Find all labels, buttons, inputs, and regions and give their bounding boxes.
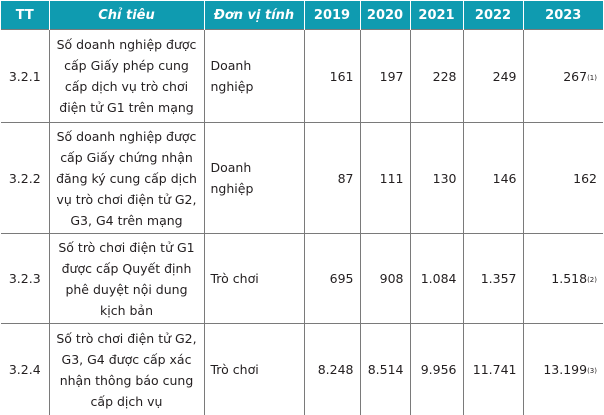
cell-2021: 130 — [410, 123, 463, 234]
value-2023: 267 — [563, 69, 587, 84]
header-row: TT Chỉ tiêu Đơn vị tính 2019 2020 2021 2… — [1, 1, 603, 30]
table-row: 3.2.1 Số doanh nghiệp được cấp Giấy phép… — [1, 30, 603, 123]
cell-2021: 228 — [410, 30, 463, 123]
cell-2023: 13.199(3) — [523, 324, 603, 415]
row-indicator: Số trò chơi điện tử G2, G3, G4 được cấp … — [49, 324, 204, 415]
cell-2020: 908 — [360, 234, 410, 324]
row-tt: 3.2.1 — [1, 30, 49, 123]
table-row: 3.2.2 Số doanh nghiệp được cấp Giấy chứn… — [1, 123, 603, 234]
header-unit: Đơn vị tính — [204, 1, 304, 30]
cell-2022: 249 — [463, 30, 523, 123]
header-year-2020: 2020 — [360, 1, 410, 30]
row-unit: Doanh nghiệp — [204, 123, 304, 234]
cell-2020: 8.514 — [360, 324, 410, 415]
cell-2023: 267(1) — [523, 30, 603, 123]
cell-2023: 1.518(2) — [523, 234, 603, 324]
cell-2021: 1.084 — [410, 234, 463, 324]
cell-2020: 197 — [360, 30, 410, 123]
cell-2022: 146 — [463, 123, 523, 234]
cell-2019: 87 — [304, 123, 360, 234]
cell-2023: 162 — [523, 123, 603, 234]
value-2023: 1.518 — [551, 271, 587, 286]
row-unit: Trò chơi — [204, 324, 304, 415]
row-indicator: Số trò chơi điện tử G1 được cấp Quyết đị… — [49, 234, 204, 324]
header-year-2019: 2019 — [304, 1, 360, 30]
header-tt: TT — [1, 1, 49, 30]
row-tt: 3.2.2 — [1, 123, 49, 234]
row-tt: 3.2.4 — [1, 324, 49, 415]
cell-2022: 11.741 — [463, 324, 523, 415]
value-2023: 13.199 — [543, 362, 587, 377]
value-2023: 162 — [573, 171, 597, 186]
footnote-marker: (2) — [587, 276, 597, 284]
cell-2019: 695 — [304, 234, 360, 324]
header-year-2022: 2022 — [463, 1, 523, 30]
cell-2022: 1.357 — [463, 234, 523, 324]
header-year-2021: 2021 — [410, 1, 463, 30]
row-tt: 3.2.3 — [1, 234, 49, 324]
header-year-2023: 2023 — [523, 1, 603, 30]
footnote-marker: (1) — [587, 74, 597, 82]
table-row: 3.2.3 Số trò chơi điện tử G1 được cấp Qu… — [1, 234, 603, 324]
row-indicator: Số doanh nghiệp được cấp Giấy phép cung … — [49, 30, 204, 123]
table-row: 3.2.4 Số trò chơi điện tử G2, G3, G4 đượ… — [1, 324, 603, 415]
row-indicator: Số doanh nghiệp được cấp Giấy chứng nhận… — [49, 123, 204, 234]
row-unit: Doanh nghiệp — [204, 30, 304, 123]
footnote-marker: (3) — [587, 367, 597, 375]
cell-2020: 111 — [360, 123, 410, 234]
cell-2021: 9.956 — [410, 324, 463, 415]
header-indicator: Chỉ tiêu — [49, 1, 204, 30]
cell-2019: 161 — [304, 30, 360, 123]
row-unit: Trò chơi — [204, 234, 304, 324]
cell-2019: 8.248 — [304, 324, 360, 415]
